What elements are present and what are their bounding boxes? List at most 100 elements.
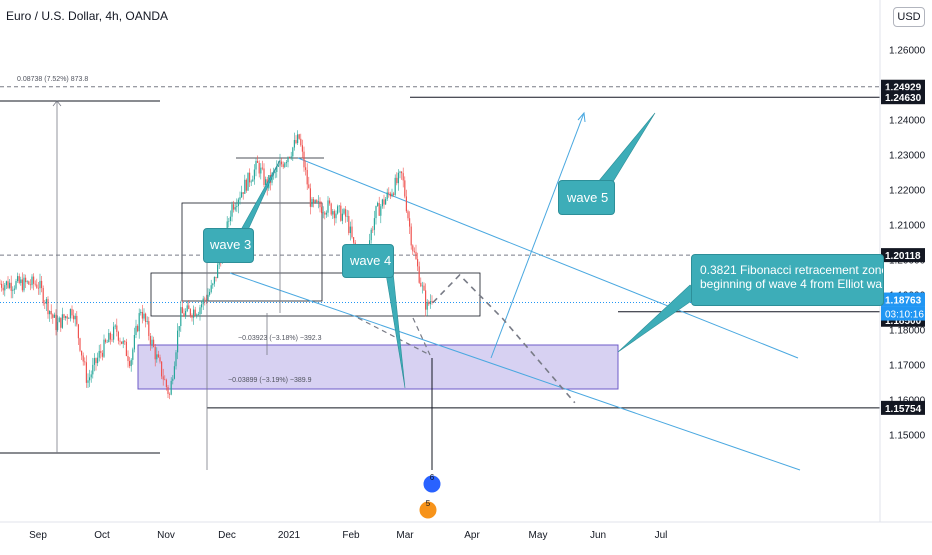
candle-body-193 — [308, 184, 310, 189]
candle-body-99 — [157, 354, 159, 358]
candle-body-163 — [260, 167, 262, 174]
callout-fibonacci-zone[interactable]: 0.3821 Fibonacci retracement zone beginn… — [691, 254, 884, 306]
time-tick-Jul: Jul — [655, 530, 668, 541]
candle-body-186 — [297, 134, 299, 144]
candle-body-174 — [277, 165, 279, 167]
candles — [0, 130, 433, 400]
candle-body-256 — [409, 218, 411, 227]
candle-body-202 — [322, 212, 324, 214]
candle-body-1 — [1, 283, 3, 288]
candle-body-215 — [343, 209, 345, 214]
candle-body-4 — [5, 281, 7, 286]
candle-body-114 — [181, 307, 183, 314]
candle-body-118 — [188, 305, 190, 310]
candle-body-151 — [241, 192, 243, 198]
candle-body-109 — [173, 366, 175, 379]
candle-body-29 — [45, 299, 47, 304]
candle-body-209 — [333, 211, 335, 219]
callout-wave-5[interactable]: wave 5 — [558, 180, 615, 215]
callout-wave-3[interactable]: wave 3 — [203, 228, 254, 263]
candle-body-172 — [274, 171, 276, 173]
candle-body-241 — [385, 199, 387, 205]
candle-body-196 — [313, 199, 315, 203]
channel-lower — [229, 272, 801, 471]
candle-body-78 — [124, 340, 126, 342]
candle-body-98 — [156, 354, 158, 360]
candle-body-103 — [164, 379, 166, 381]
candle-body-88 — [140, 311, 142, 314]
candle-body-48 — [76, 315, 78, 325]
candle-body-159 — [253, 169, 255, 180]
candle-body-121 — [193, 309, 195, 318]
candle-body-131 — [209, 291, 211, 295]
event-marker-2 — [418, 500, 438, 520]
candle-body-146 — [233, 204, 235, 210]
candle-body-93 — [148, 321, 150, 337]
candle-body-259 — [413, 251, 415, 252]
candle-body-233 — [372, 229, 374, 231]
candle-body-125 — [199, 307, 201, 315]
candle-body-66 — [105, 339, 107, 343]
candle-body-105 — [167, 386, 169, 395]
candle-body-265 — [423, 285, 425, 291]
callout-wave-5-text: wave 5 — [567, 190, 609, 205]
candle-body-11 — [17, 276, 19, 282]
candle-body-84 — [133, 335, 135, 350]
candle-body-82 — [130, 359, 132, 367]
candle-body-136 — [217, 264, 219, 279]
candle-body-127 — [202, 298, 204, 305]
candle-body-166 — [265, 179, 267, 186]
price-badge-2 — [881, 90, 925, 105]
candle-body-19 — [29, 284, 31, 286]
candle-body-128 — [204, 298, 206, 300]
price-badge-text-6: 1.15754 — [885, 404, 922, 415]
candle-body-42 — [66, 316, 68, 319]
candle-body-26 — [41, 280, 43, 289]
candle-body-189 — [301, 145, 303, 152]
countdown-text: 03:10:16 — [885, 310, 924, 321]
event-marker-label-2: 5 — [426, 499, 431, 508]
candle-body-134 — [213, 276, 215, 284]
candle-body-188 — [300, 138, 302, 146]
candle-body-108 — [172, 378, 174, 381]
candle-body-107 — [170, 380, 172, 395]
candle-body-203 — [324, 212, 326, 215]
candle-body-27 — [42, 288, 44, 304]
wave-5-arrow — [490, 112, 585, 359]
candle-body-247 — [394, 177, 396, 195]
candle-body-83 — [132, 349, 134, 360]
candle-body-132 — [210, 285, 212, 292]
candle-body-126 — [201, 304, 203, 308]
candle-body-176 — [281, 161, 283, 165]
event-marker-label-1: 6 — [430, 473, 435, 482]
candle-body-187 — [298, 134, 300, 139]
candle-body-220 — [351, 226, 353, 238]
time-tick-May: May — [529, 530, 548, 541]
candle-body-210 — [335, 213, 337, 219]
candle-body-57 — [90, 374, 92, 378]
candle-body-52 — [82, 355, 84, 362]
candle-body-264 — [421, 285, 423, 287]
time-tick-Jun: Jun — [590, 530, 606, 541]
currency-button[interactable]: USD — [893, 7, 925, 27]
candle-body-270 — [431, 301, 433, 302]
callout-wave-4[interactable]: wave 4 — [342, 244, 394, 278]
measure-arrow-1 — [52, 100, 62, 107]
candle-body-184 — [293, 140, 295, 148]
candle-body-30 — [47, 299, 49, 315]
candle-body-235 — [375, 205, 377, 219]
time-tick-Feb: Feb — [342, 530, 360, 541]
candle-body-81 — [129, 361, 131, 367]
candle-body-232 — [370, 229, 372, 241]
candle-body-75 — [119, 340, 121, 342]
candle-body-31 — [49, 310, 51, 315]
candle-body-258 — [412, 245, 414, 252]
candle-body-191 — [305, 167, 307, 170]
candle-body-76 — [121, 341, 123, 344]
candle-body-253 — [404, 180, 406, 197]
candle-body-194 — [309, 188, 311, 207]
candle-body-164 — [261, 167, 263, 169]
candle-body-152 — [242, 192, 244, 194]
